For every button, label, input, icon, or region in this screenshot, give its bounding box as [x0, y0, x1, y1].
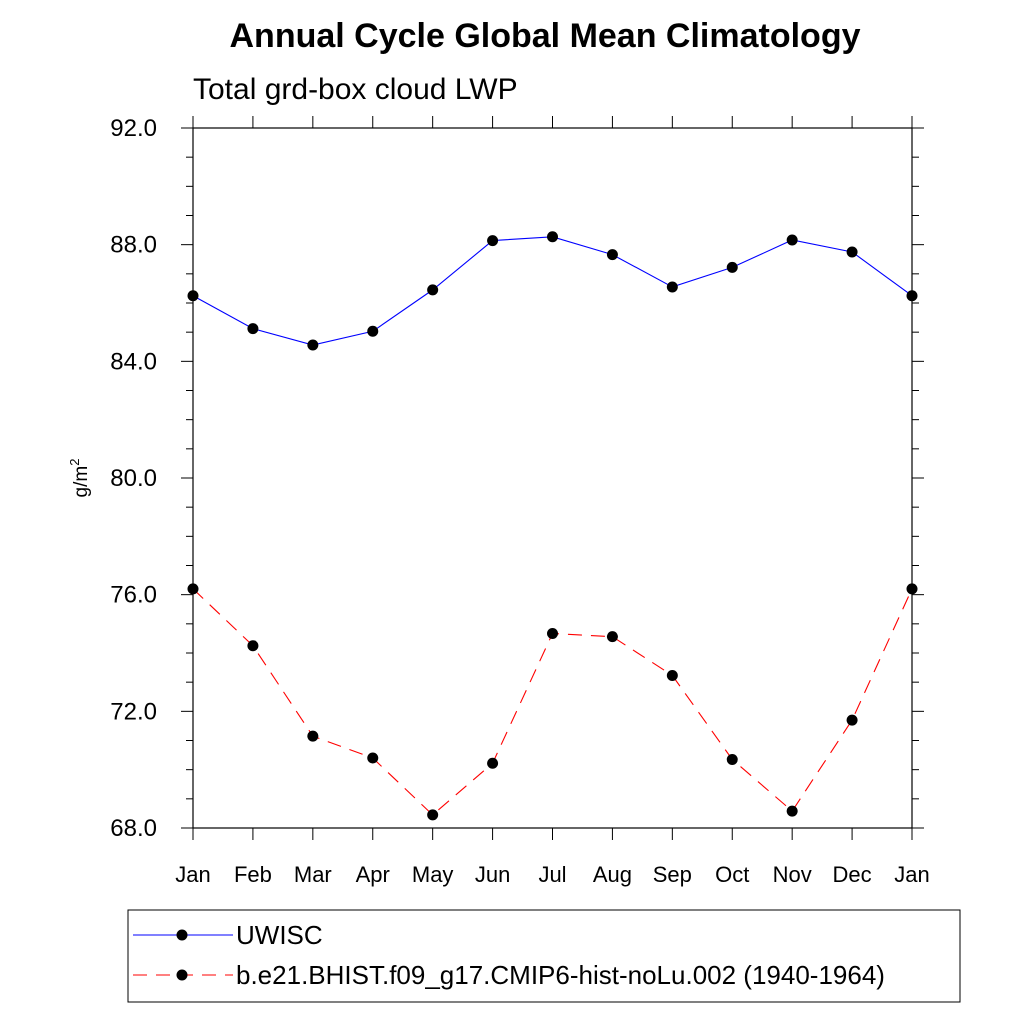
legend-label: UWISC — [236, 920, 323, 950]
legend: UWISC b.e21.BHIST.f09_g17.CMIP6-hist-noLu… — [133, 920, 885, 990]
series-point — [427, 284, 439, 296]
y-tick-label: 84.0 — [110, 348, 157, 375]
series-point — [427, 809, 439, 821]
x-tick-label: Sep — [653, 862, 692, 887]
legend-marker — [176, 929, 188, 941]
series-point — [547, 627, 558, 639]
x-tick-label: Aug — [593, 862, 632, 887]
chart-title: Annual Cycle Global Mean Climatology — [230, 17, 861, 55]
series-point — [726, 753, 738, 765]
x-tick-label: Dec — [833, 862, 872, 887]
legend-item-2: b.e21.BHIST.f09_g17.CMIP6-hist-noLu.002 … — [133, 960, 885, 990]
series-point — [846, 246, 858, 258]
series-point — [906, 583, 918, 595]
x-tick-label: Nov — [773, 862, 812, 887]
series-point — [247, 640, 259, 652]
series-line — [192, 236, 913, 346]
x-tick-label: Oct — [715, 862, 749, 887]
y-tick-label: 72.0 — [110, 698, 157, 725]
x-tick-label: Apr — [356, 862, 390, 887]
y-tick-label: 76.0 — [110, 582, 157, 609]
series-1 — [187, 231, 918, 351]
series-point — [606, 249, 618, 261]
legend-box — [127, 909, 961, 1003]
series-layer — [187, 231, 918, 821]
x-tick-label: Feb — [234, 862, 272, 887]
legend-item-1: UWISC — [133, 920, 323, 950]
series-point — [247, 323, 259, 335]
series-point — [846, 714, 858, 726]
series-point — [487, 757, 499, 769]
series-point — [307, 339, 319, 351]
x-tick-label: Jun — [475, 862, 510, 887]
y-tick-label: 68.0 — [110, 815, 157, 842]
series-point — [786, 805, 798, 817]
x-tick-label: Jan — [894, 862, 929, 887]
y-axis-label-superscript: 2 — [67, 459, 82, 466]
x-tick-label: Jan — [175, 862, 210, 887]
series-point — [187, 583, 199, 595]
y-axis-label-unit: g/m — [71, 466, 92, 498]
y-axis-label: g/m2 — [67, 459, 92, 498]
y-tick-label: 88.0 — [110, 232, 157, 259]
legend-marker — [176, 969, 188, 981]
series-point — [187, 290, 199, 302]
series-point — [606, 631, 618, 643]
series-point — [666, 281, 678, 293]
x-tick-label: May — [412, 862, 454, 887]
series-point — [307, 730, 319, 742]
chart-subtitle: Total grd-box cloud LWP — [193, 73, 518, 106]
series-point — [906, 290, 918, 302]
x-tick-label: Mar — [294, 862, 332, 887]
series-point — [547, 231, 558, 243]
y-tick-label: 92.0 — [110, 115, 157, 142]
x-tick-label: Jul — [538, 862, 566, 887]
series-2 — [187, 583, 918, 821]
series-point — [367, 752, 379, 764]
series-line — [192, 588, 913, 816]
series-point — [666, 669, 678, 681]
series-point — [367, 325, 379, 337]
legend-label: b.e21.BHIST.f09_g17.CMIP6-hist-noLu.002 … — [236, 960, 885, 990]
series-point — [726, 261, 738, 273]
y-axis-ticks: 68.0 72.0 76.0 80.0 84.0 88.0 92.0 — [110, 115, 924, 842]
y-tick-label: 80.0 — [110, 465, 157, 492]
series-point — [487, 235, 499, 247]
x-axis-ticks: Jan Feb Mar Apr May Jun Jul Aug Sep Oct Nov Dec Jan — [175, 116, 930, 887]
series-point — [786, 234, 798, 246]
